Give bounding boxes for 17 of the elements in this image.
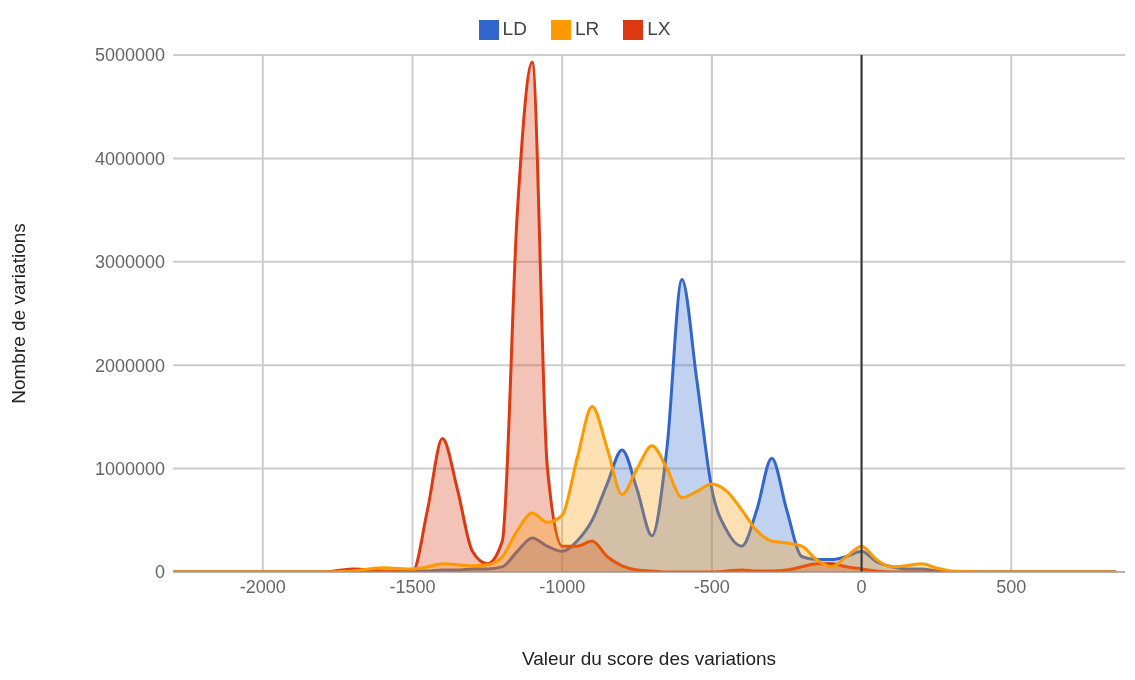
- x-tick-label: 0: [856, 576, 867, 597]
- legend-label: LX: [647, 18, 671, 39]
- y-tick-label: 1000000: [94, 458, 165, 479]
- x-tick-label: 500: [996, 576, 1027, 597]
- y-tick-label: 4000000: [94, 148, 165, 169]
- y-tick-label: 5000000: [94, 45, 165, 66]
- x-tick-label: -2000: [239, 576, 286, 597]
- legend-label: LR: [574, 18, 600, 39]
- y-tick-label: 0: [154, 562, 165, 583]
- x-axis-title: Valeur du score des variations: [521, 648, 777, 670]
- y-axis-title: Nombre de variations: [7, 223, 29, 404]
- legend-label: LD: [502, 18, 527, 39]
- y-tick-label: 3000000: [94, 252, 165, 273]
- x-tick-label: -1500: [389, 576, 436, 597]
- y-tick-label: 2000000: [94, 355, 165, 376]
- x-tick-label: -500: [693, 576, 730, 597]
- x-tick-label: -1000: [539, 576, 586, 597]
